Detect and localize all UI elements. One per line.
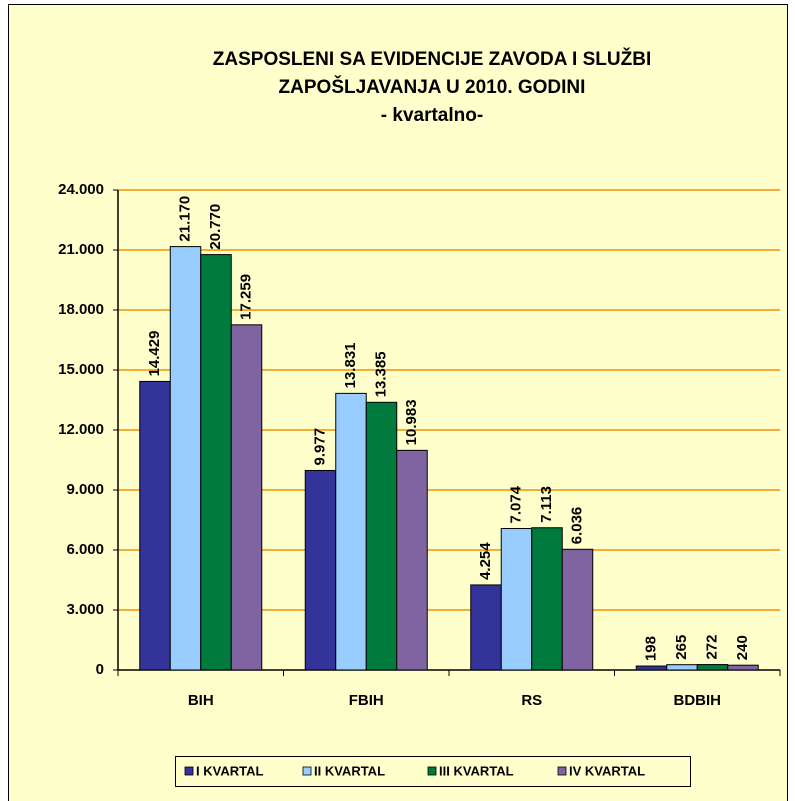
y-tick-label: 21.000 — [58, 241, 104, 258]
y-tick-label: 12.000 — [58, 421, 104, 438]
legend-label: III KVARTAL — [439, 763, 514, 778]
legend-label: I KVARTAL — [196, 763, 263, 778]
bar — [200, 254, 232, 671]
bar — [531, 527, 563, 671]
bar — [365, 401, 398, 671]
y-tick-label: 3.000 — [66, 601, 104, 618]
value-label: 14.429 — [146, 331, 163, 377]
value-label: 21.170 — [176, 196, 193, 242]
bar — [169, 246, 202, 671]
y-tick-label: 0 — [96, 661, 104, 678]
legend-label: IV KVARTAL — [569, 763, 645, 778]
chart-title: - kvartalno- — [381, 105, 483, 126]
y-tick-label: 9.000 — [66, 481, 104, 498]
value-label: 240 — [734, 635, 751, 660]
chart-title: ZAPOŠLJAVANJA U 2010. GODINI — [279, 76, 586, 98]
value-label: 13.831 — [342, 342, 359, 388]
y-tick-label: 18.000 — [58, 301, 104, 318]
bar — [666, 664, 698, 671]
x-tick-label: BDBIH — [674, 692, 722, 709]
bar — [635, 665, 668, 671]
value-label: 10.983 — [403, 399, 420, 445]
value-label: 7.113 — [538, 486, 555, 523]
value-label: 17.259 — [237, 274, 254, 320]
value-label: 4.254 — [477, 542, 494, 580]
bar — [335, 392, 367, 671]
y-tick-label: 15.000 — [58, 361, 104, 378]
value-label: 265 — [673, 635, 690, 660]
value-label: 9.977 — [311, 428, 328, 466]
legend-swatch — [427, 766, 437, 776]
bar — [396, 449, 428, 671]
legend-label: II KVARTAL — [314, 763, 385, 778]
bar — [304, 469, 337, 671]
legend-swatch — [302, 766, 312, 776]
x-tick-label: RS — [521, 692, 542, 709]
value-label: 7.074 — [507, 485, 524, 523]
x-tick-label: BIH — [188, 692, 214, 709]
value-label: 13.385 — [372, 351, 389, 397]
bar — [139, 380, 171, 671]
bar — [500, 528, 533, 671]
value-label: 6.036 — [568, 507, 585, 545]
x-tick-label: FBIH — [349, 692, 384, 709]
bar — [561, 548, 594, 671]
bar — [230, 324, 263, 671]
legend-swatch — [557, 766, 567, 776]
chart-title: ZASPOSLENI SA EVIDENCIJE ZAVODA I SLUŽBI — [213, 48, 651, 70]
y-tick-label: 24.000 — [58, 181, 104, 198]
legend-swatch — [184, 766, 194, 776]
bar — [470, 584, 502, 671]
value-label: 198 — [642, 636, 659, 661]
value-label: 20.770 — [207, 204, 224, 250]
y-tick-label: 6.000 — [66, 541, 104, 558]
bar — [727, 664, 759, 671]
bar — [696, 664, 729, 671]
value-label: 272 — [703, 635, 720, 660]
